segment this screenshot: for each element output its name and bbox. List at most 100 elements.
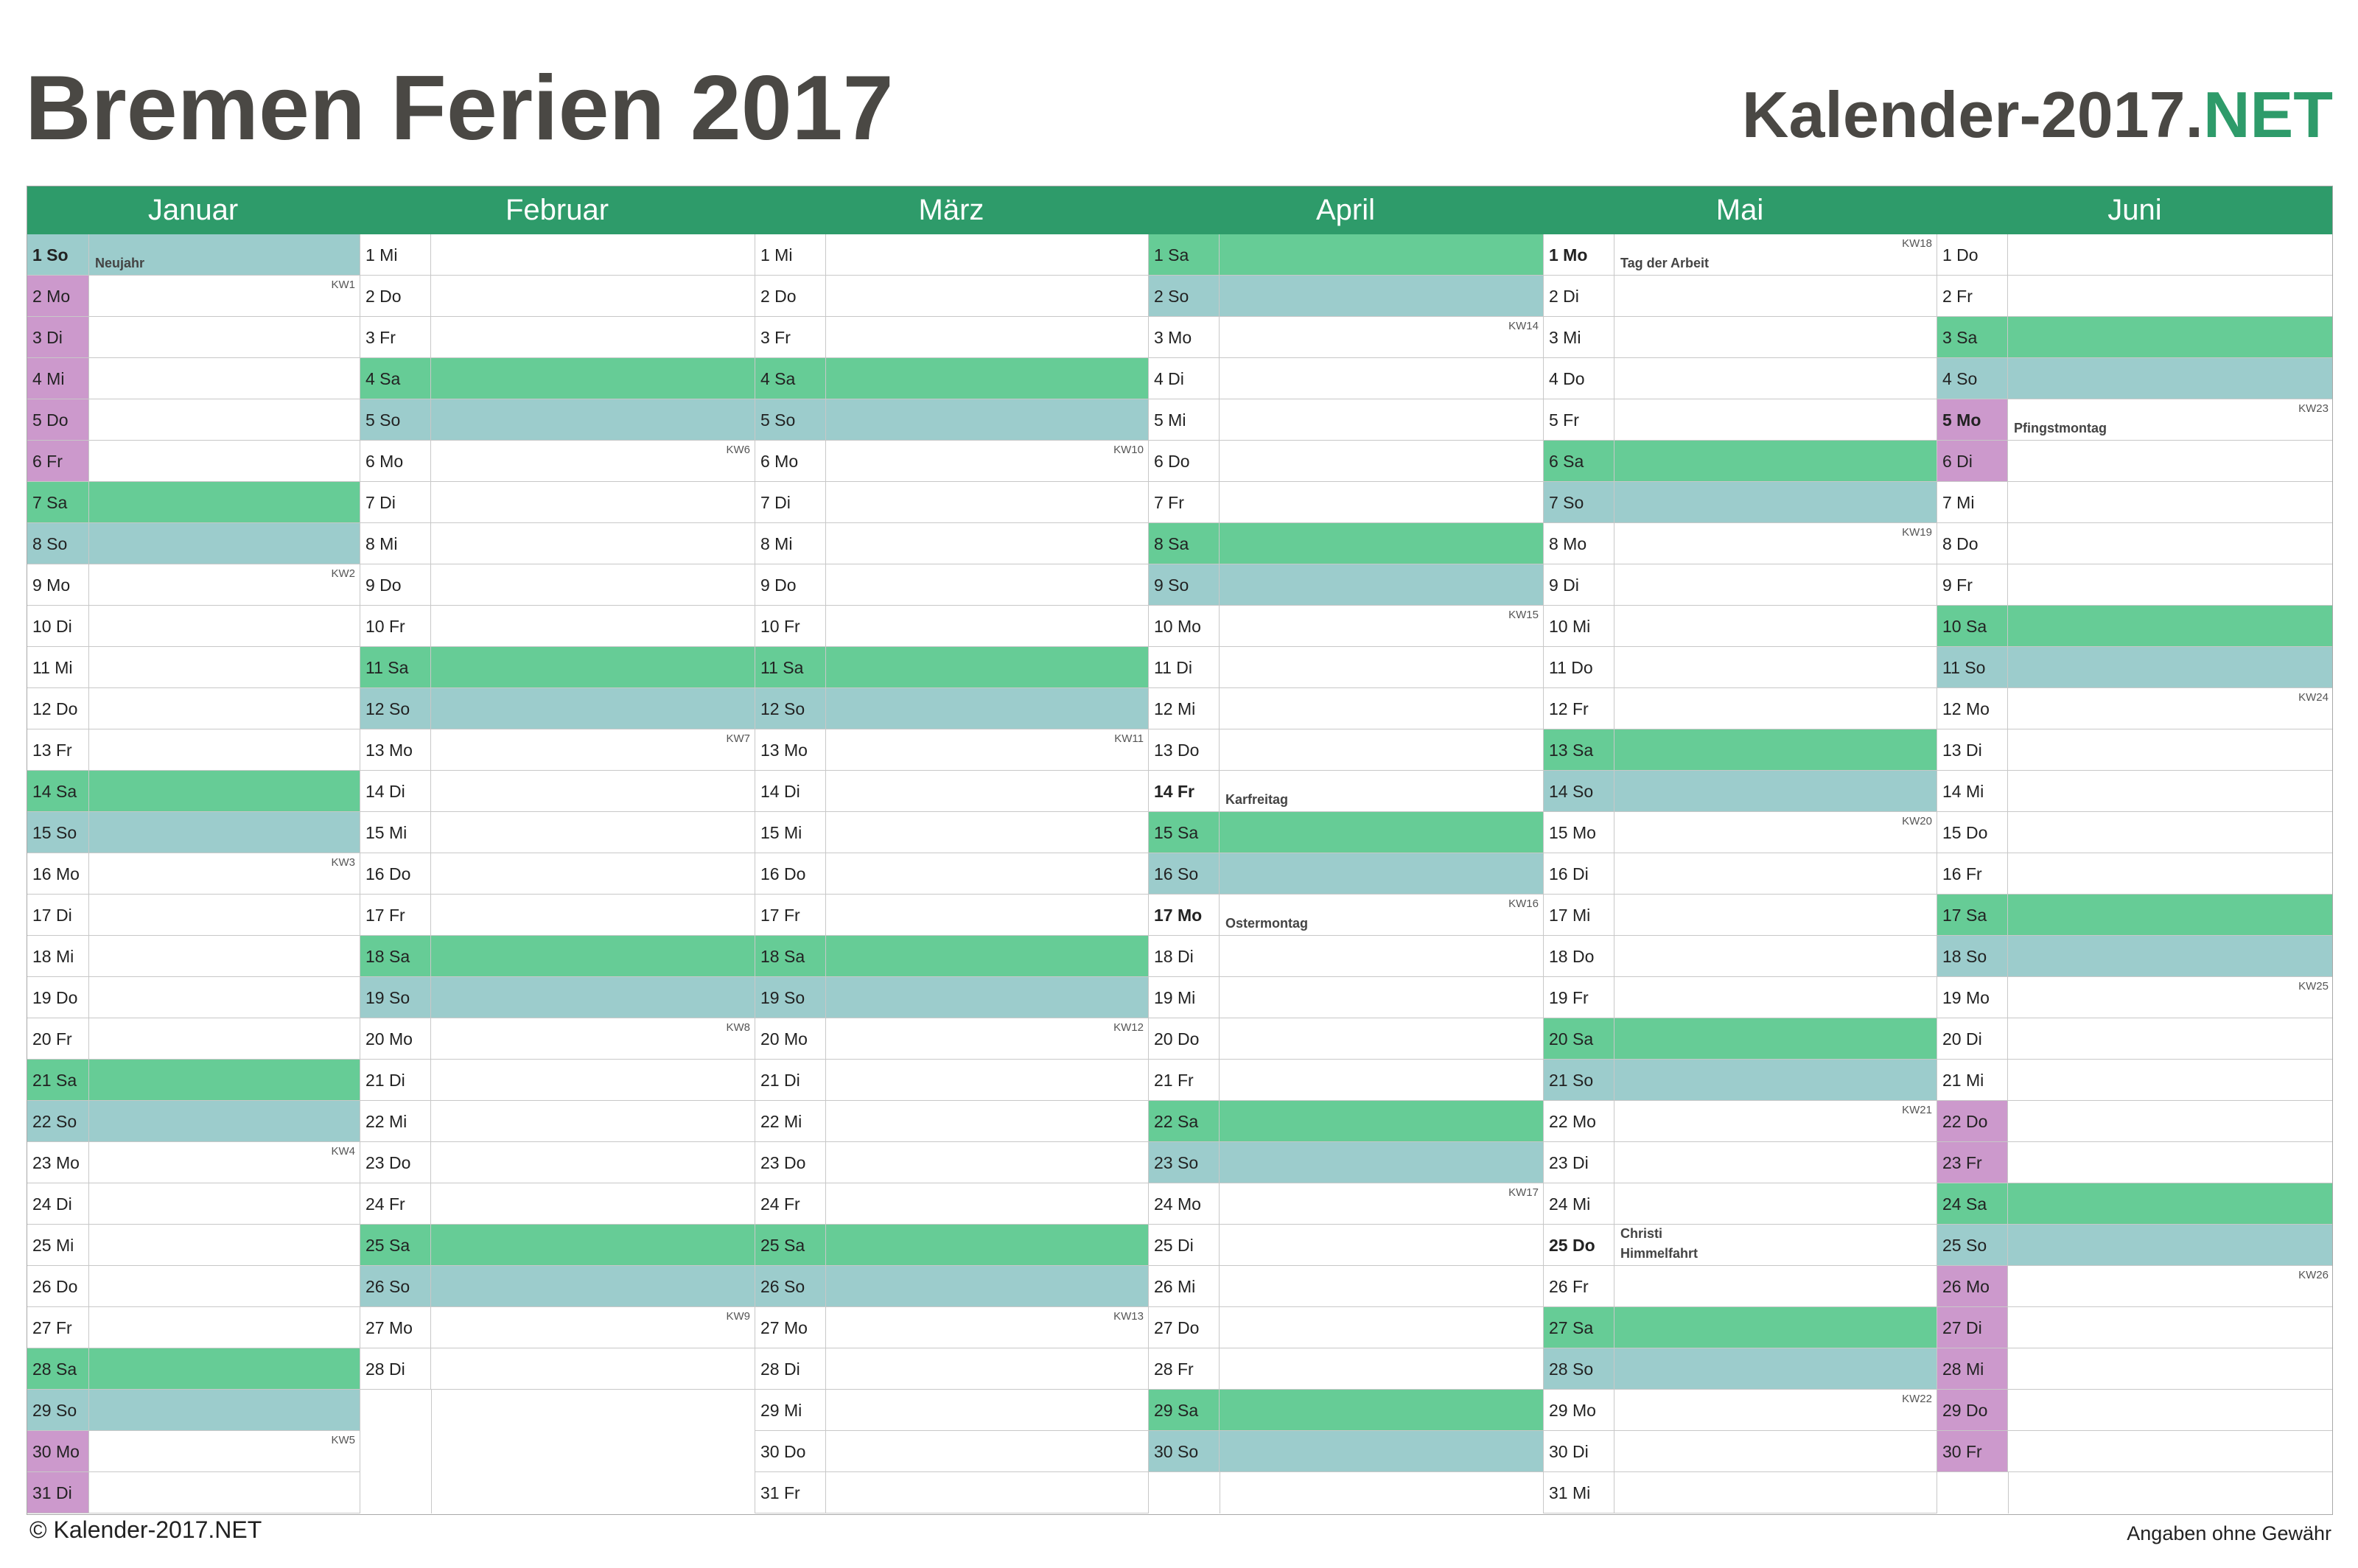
day-notes: [431, 1183, 755, 1224]
day-label: 7 Di: [755, 482, 826, 522]
day-label: 27 Mo: [755, 1307, 826, 1348]
day-row: 2 So: [1148, 276, 1543, 317]
holiday-name-line: Tag der Arbeit: [1620, 256, 1710, 270]
day-row: 23 So: [1148, 1142, 1543, 1183]
brand-main: Kalender-2017.: [1741, 78, 2203, 151]
day-row: 5 Fr: [1543, 399, 1937, 441]
empty-separator: [360, 1390, 432, 1513]
day-notes: [1614, 564, 1937, 605]
holiday-name-line: Karfreitag: [1225, 792, 1289, 807]
day-notes: [826, 936, 1148, 976]
day-label: 17 Fr: [755, 895, 826, 935]
holiday-name-line: Neujahr: [95, 256, 145, 270]
day-row: 4 Mi: [27, 358, 360, 399]
week-number: KW19: [1902, 526, 1932, 539]
day-label: 1 Mi: [755, 234, 826, 275]
day-notes: [2008, 812, 2333, 853]
day-label: 16 Do: [755, 853, 826, 894]
day-label: 25 Di: [1149, 1225, 1220, 1265]
day-row: 11 So: [1937, 647, 2333, 688]
week-number: KW22: [1902, 1393, 1932, 1405]
day-notes: [431, 523, 755, 564]
day-notes: [89, 1348, 360, 1389]
day-notes: [1220, 276, 1543, 316]
day-notes: KW24: [2008, 688, 2333, 729]
day-label: 26 Fr: [1544, 1266, 1614, 1306]
day-row: 12 So: [755, 688, 1148, 729]
day-notes: [2008, 895, 2333, 935]
day-label: 27 Mo: [360, 1307, 431, 1348]
day-notes: [1614, 276, 1937, 316]
day-row: 10 Mo KW15: [1148, 606, 1543, 647]
day-label: 22 Mi: [360, 1101, 431, 1141]
day-row: 11 Sa: [360, 647, 755, 688]
day-row: 2 Do: [755, 276, 1148, 317]
day-label: 15 Sa: [1149, 812, 1220, 853]
day-notes: [1614, 399, 1937, 440]
day-notes: [431, 936, 755, 976]
day-notes: [1614, 606, 1937, 646]
day-row: 30 Do: [755, 1431, 1148, 1472]
day-notes: [2008, 1307, 2333, 1348]
day-row: 12 So: [360, 688, 755, 729]
day-notes: [2008, 1101, 2333, 1141]
day-label: 24 Sa: [1937, 1183, 2008, 1224]
day-row: 27 Mo KW13: [755, 1307, 1148, 1348]
month-column: Februar 1 Mi 2 Do 3 Fr 4 Sa 5 So 6 Mo KW6 7 Di 8 …: [360, 186, 755, 1515]
empty-cells: [1937, 1472, 2333, 1513]
day-notes: [89, 606, 360, 646]
week-number: KW17: [1508, 1186, 1539, 1199]
day-notes: [2008, 482, 2333, 522]
day-notes: [1220, 1390, 1543, 1430]
day-notes: [89, 1307, 360, 1348]
day-notes: [431, 771, 755, 811]
day-notes: [1220, 482, 1543, 522]
day-row: 12 Do: [27, 688, 360, 729]
day-label: 22 Mi: [755, 1101, 826, 1141]
day-row: 9 Do: [360, 564, 755, 606]
day-label: 17 Mi: [1544, 895, 1614, 935]
day-row: 5 Do: [27, 399, 360, 441]
day-notes: KW7: [431, 729, 755, 770]
day-row: 21 Di: [755, 1060, 1148, 1101]
day-notes: [2008, 1060, 2333, 1100]
day-row: 29 So: [27, 1390, 360, 1431]
day-row: 8 Do: [1937, 523, 2333, 564]
day-row: 21 So: [1543, 1060, 1937, 1101]
day-row: 22 Mi: [360, 1101, 755, 1142]
day-notes: [2008, 276, 2333, 316]
day-row: 10 Mi: [1543, 606, 1937, 647]
day-row: 18 So: [1937, 936, 2333, 977]
day-row: 20 Di: [1937, 1018, 2333, 1060]
day-label: 9 Do: [360, 564, 431, 605]
day-notes: [431, 482, 755, 522]
day-label: 3 Di: [27, 317, 89, 357]
day-notes: [431, 853, 755, 894]
day-row: 30 Di: [1543, 1431, 1937, 1472]
day-row: 30 Mo KW5: [27, 1431, 360, 1472]
day-label: 25 Sa: [360, 1225, 431, 1265]
day-notes: [826, 1225, 1148, 1265]
day-notes: [89, 936, 360, 976]
day-notes: [89, 1225, 360, 1265]
day-notes: [2008, 1431, 2333, 1471]
day-notes: [826, 1348, 1148, 1389]
day-label: 9 Di: [1544, 564, 1614, 605]
day-row: 24 Fr: [755, 1183, 1148, 1225]
day-label: 23 Do: [755, 1142, 826, 1183]
day-row: 14 So: [1543, 771, 1937, 812]
day-row: 11 Do: [1543, 647, 1937, 688]
day-label: 22 Sa: [1149, 1101, 1220, 1141]
day-notes: Neujahr: [89, 234, 360, 275]
day-row: 15 Sa: [1148, 812, 1543, 853]
holiday-name-line: Christi: [1620, 1226, 1663, 1241]
empty-cells: [360, 1390, 755, 1513]
day-label: 21 Di: [360, 1060, 431, 1100]
day-row: 8 So: [27, 523, 360, 564]
day-label: 4 Mi: [27, 358, 89, 399]
day-label: 7 So: [1544, 482, 1614, 522]
day-notes: [431, 1060, 755, 1100]
week-number: KW1: [331, 279, 355, 291]
day-notes: [1220, 523, 1543, 564]
day-notes: KW16 Ostermontag: [1220, 895, 1543, 935]
